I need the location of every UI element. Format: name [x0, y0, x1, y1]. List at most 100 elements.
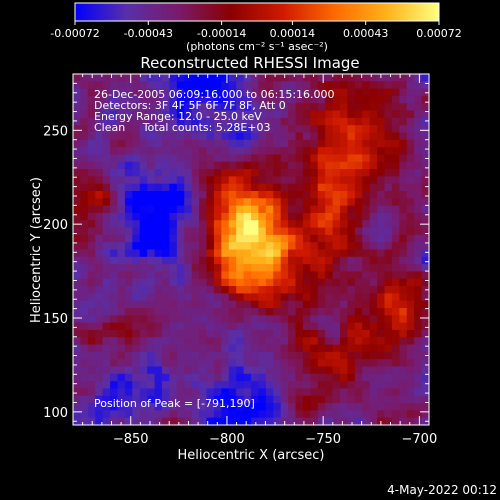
heatmap-cell	[332, 234, 341, 243]
heatmap-cell	[176, 110, 185, 119]
heatmap-cell	[139, 337, 148, 346]
heatmap-cell	[80, 139, 89, 148]
heatmap-cell	[391, 403, 400, 411]
heatmap-cell	[384, 212, 393, 221]
heatmap-cell	[110, 220, 119, 229]
heatmap-cell	[117, 388, 126, 397]
heatmap-cell	[132, 176, 141, 185]
heatmap-cell	[162, 337, 171, 346]
heatmap-cell	[421, 147, 429, 156]
heatmap-cell	[169, 300, 178, 309]
heatmap-cell	[124, 95, 133, 104]
heatmap-cell	[340, 125, 349, 134]
heatmap-cell	[347, 322, 356, 331]
heatmap-cell	[340, 308, 349, 316]
heatmap-cell	[399, 344, 408, 353]
heatmap-cell	[340, 329, 349, 338]
heatmap-cell	[310, 315, 319, 324]
heatmap-cell	[325, 351, 334, 360]
heatmap-cell	[377, 337, 386, 346]
heatmap-cell	[325, 183, 334, 192]
heatmap-cell	[87, 154, 96, 163]
heatmap-cell	[191, 74, 200, 82]
heatmap-cell	[325, 212, 334, 221]
heatmap-cell	[288, 351, 297, 360]
heatmap-cell	[295, 103, 304, 112]
heatmap-cell	[199, 139, 208, 148]
heatmap-cell	[414, 337, 423, 346]
heatmap-cell	[325, 220, 334, 229]
heatmap-cell	[302, 212, 311, 221]
heatmap-cell	[95, 264, 104, 273]
heatmap-cell	[377, 359, 386, 368]
heatmap-cell	[191, 125, 200, 134]
heatmap-cell	[421, 278, 429, 287]
heatmap-cell	[206, 198, 215, 207]
heatmap-cell	[421, 395, 429, 404]
heatmap-cell	[317, 381, 326, 390]
heatmap-cell	[317, 242, 326, 251]
heatmap-cell	[317, 293, 326, 302]
heatmap-cell	[80, 227, 89, 236]
heatmap-cell	[362, 234, 371, 243]
heatmap-cell	[184, 198, 193, 207]
colorbar-ticks: -0.00072 -0.00043 -0.00014 0.00014 0.00043 0.…	[50, 21, 462, 40]
heatmap-cell	[243, 278, 252, 287]
heatmap-cell	[139, 264, 148, 273]
heatmap-cell	[132, 74, 141, 82]
heatmap-cell	[213, 417, 222, 425]
heatmap-cell	[251, 205, 260, 214]
heatmap-cell	[132, 125, 141, 134]
heatmap-cell	[265, 293, 274, 302]
heatmap-cell	[162, 278, 171, 287]
heatmap-cell	[132, 147, 141, 156]
heatmap-cell	[87, 125, 96, 134]
heatmap-cell	[73, 95, 82, 104]
heatmap-cell	[191, 381, 200, 390]
heatmap-cell	[251, 74, 260, 82]
heatmap-cell	[288, 322, 297, 331]
heatmap-cell	[110, 395, 119, 404]
heatmap-cell	[80, 359, 89, 368]
heatmap-cell	[384, 191, 393, 199]
heatmap-cell	[243, 286, 252, 294]
heatmap-cell	[295, 417, 304, 425]
heatmap-cell	[169, 110, 178, 119]
heatmap-cell	[147, 322, 156, 331]
heatmap-cell	[221, 366, 230, 375]
heatmap-cell	[102, 286, 111, 294]
heatmap-cell	[169, 147, 178, 156]
heatmap-cell	[221, 278, 230, 287]
heatmap-cell	[243, 234, 252, 243]
heatmap-cell	[265, 147, 274, 156]
heatmap-cell	[154, 205, 163, 214]
heatmap-cell	[184, 139, 193, 148]
heatmap-cell	[228, 103, 237, 112]
heatmap-cell	[176, 293, 185, 302]
heatmap-cell	[169, 373, 178, 382]
y-tick-label: 150	[43, 312, 68, 327]
heatmap-cell	[236, 300, 245, 309]
heatmap-cell	[280, 256, 289, 265]
heatmap-cell	[317, 147, 326, 156]
heatmap-cell	[102, 249, 111, 258]
heatmap-cell	[132, 139, 141, 148]
heatmap-cell	[369, 147, 378, 156]
heatmap-cell	[265, 308, 274, 316]
heatmap-cell	[139, 344, 148, 353]
heatmap-cell	[332, 395, 341, 404]
heatmap-cell	[80, 403, 89, 411]
heatmap-cell	[265, 161, 274, 170]
heatmap-cell	[391, 212, 400, 221]
heatmap-cell	[139, 139, 148, 148]
heatmap-cell	[384, 74, 393, 82]
heatmap-cell	[102, 410, 111, 419]
heatmap-cell	[236, 169, 245, 177]
heatmap-cell	[102, 227, 111, 236]
heatmap-cell	[391, 132, 400, 141]
heatmap-cell	[228, 169, 237, 177]
heatmap-cell	[73, 169, 82, 177]
heatmap-cell	[199, 278, 208, 287]
heatmap-cell	[154, 242, 163, 251]
